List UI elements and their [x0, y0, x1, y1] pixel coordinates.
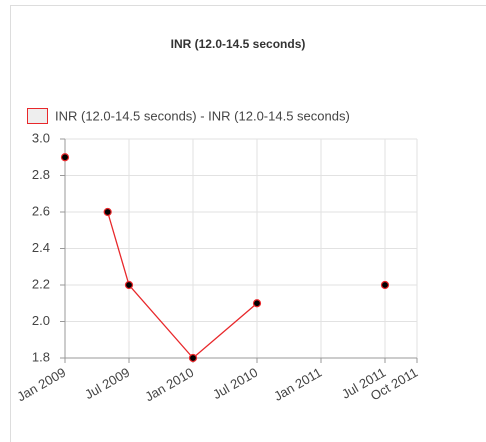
y-tick-label: 3.0 — [32, 130, 50, 145]
y-tick-label: 2.4 — [32, 240, 50, 255]
point — [60, 153, 70, 162]
legend-swatch — [27, 108, 48, 124]
point — [103, 207, 112, 217]
chart-title: INR (12.0-14.5 seconds) — [171, 37, 306, 51]
legend-label: INR (12.0-14.5 seconds) - INR (12.0-14.5… — [55, 108, 350, 123]
y-tick-label: 2.6 — [32, 203, 50, 218]
y-tick-label: 1.8 — [32, 349, 50, 364]
point — [188, 353, 198, 363]
point — [252, 299, 262, 308]
panel — [10, 5, 486, 442]
y-tick-label: 2.8 — [32, 167, 50, 182]
y-tick-label: 2.2 — [32, 276, 50, 291]
point — [124, 280, 134, 290]
y-tick-label: 2.0 — [32, 313, 50, 328]
line — [107, 211, 258, 359]
point — [380, 280, 390, 290]
